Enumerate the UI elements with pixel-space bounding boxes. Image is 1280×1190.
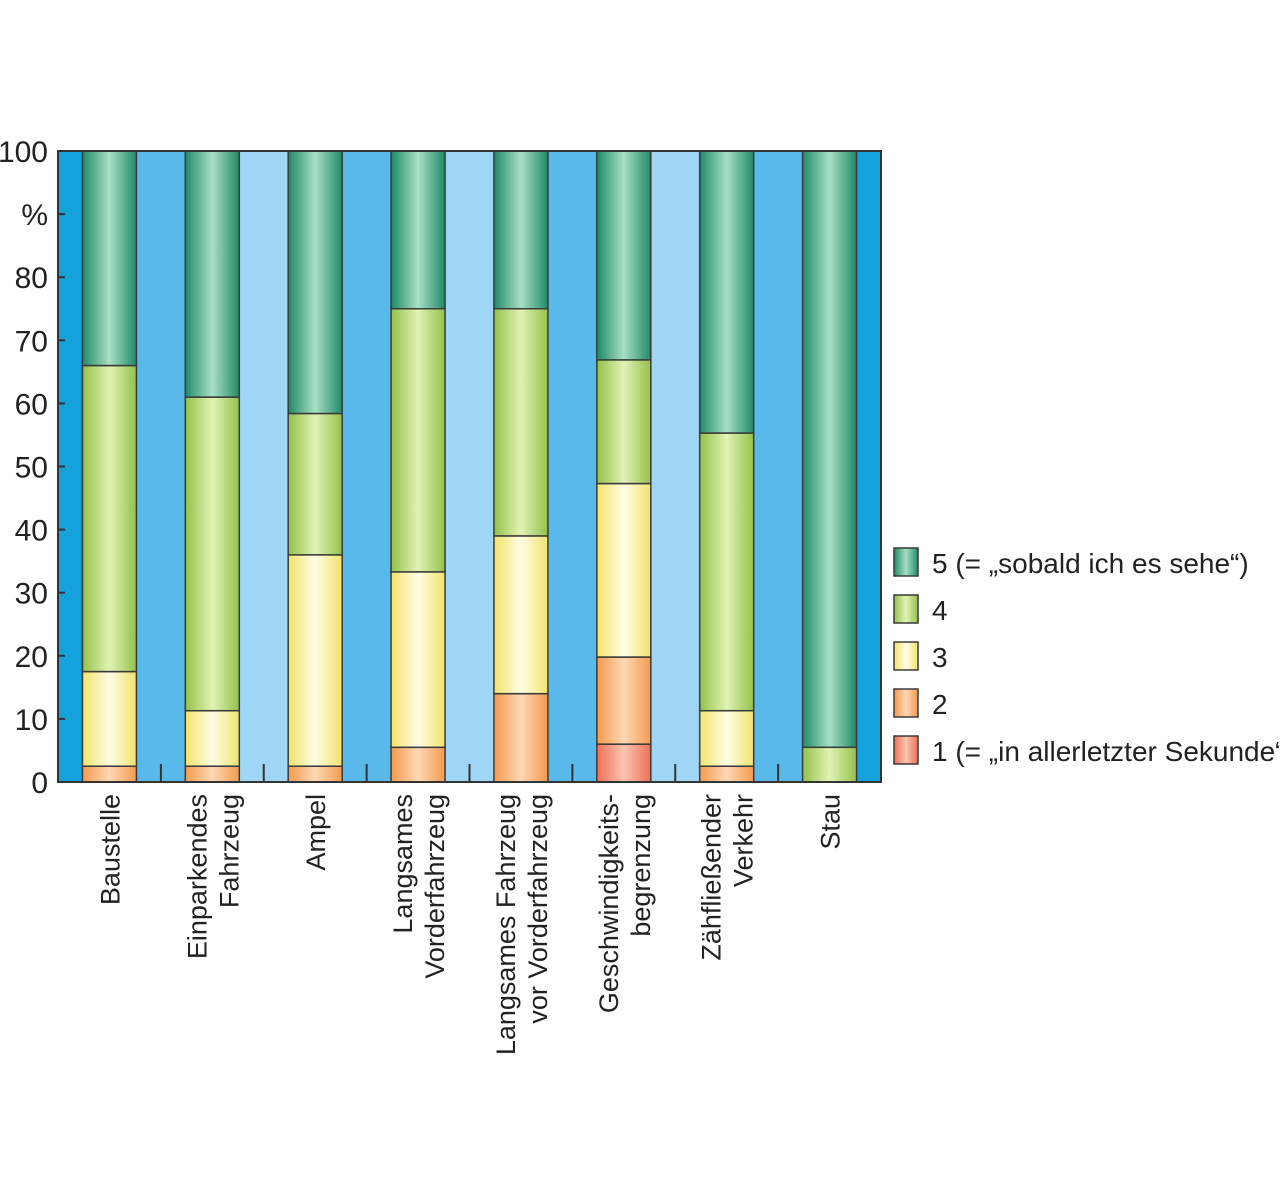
bar-segment — [81, 364, 138, 673]
legend-label: 2 — [932, 689, 948, 720]
legend-swatch — [893, 735, 919, 765]
bar-segment — [493, 535, 549, 695]
y-tick-label: 70 — [15, 325, 48, 358]
y-tick-label: 10 — [15, 704, 48, 737]
category-label: Langsames Vorderfahrzeug — [388, 794, 450, 979]
legend: 5 (= „sobald ich es sehe“) 4 3 2 1 (= „in al… — [893, 547, 1280, 767]
bar-segment — [81, 150, 138, 367]
bar-segment — [390, 746, 446, 783]
bar-segment — [596, 656, 652, 745]
bar-segment — [184, 396, 241, 712]
bar-segment — [801, 746, 858, 783]
bar-segment — [184, 765, 241, 783]
bar-segment — [493, 308, 549, 537]
category-label-line: Langsames Fahrzeug — [491, 794, 521, 1055]
bar-segment — [698, 432, 755, 712]
y-tick-label: 20 — [15, 641, 48, 674]
y-tick-label: 40 — [15, 515, 48, 548]
bar-segment — [184, 150, 241, 398]
y-tick-label: 30 — [15, 578, 48, 611]
bar-segment — [801, 150, 858, 749]
category-label: Geschwindigkeits-begrenzung — [594, 794, 656, 1013]
legend-swatch — [893, 688, 919, 718]
category-label: Langsames Fahrzeug vor Vorderfahrzeug — [491, 794, 553, 1055]
bar-segment — [698, 150, 755, 434]
category-label-line: Fahrzeug — [214, 794, 244, 908]
y-tick-label: 50 — [15, 452, 48, 485]
category-label-line: Langsames — [388, 794, 418, 934]
y-axis-unit-label: % — [21, 199, 48, 232]
bar-segment — [287, 765, 343, 783]
plot-background — [58, 151, 881, 782]
category-label-line: Geschwindigkeits- — [594, 794, 624, 1013]
bar-segment — [596, 482, 652, 658]
legend-label: 5 (= „sobald ich es sehe“) — [932, 548, 1249, 579]
legend-swatch — [893, 547, 919, 577]
bar-segment — [390, 571, 446, 749]
bar-segment — [493, 150, 549, 310]
bars-layer — [81, 150, 858, 783]
bar-segment — [596, 150, 652, 361]
category-label-line: Einparkendes — [182, 794, 212, 959]
category-label: Zähfließender Verkehr — [697, 794, 759, 961]
bar-segment — [596, 359, 652, 485]
category-label-line: Ampel — [301, 794, 331, 871]
category-label-line: Verkehr — [729, 794, 759, 887]
bar-segment — [287, 412, 343, 556]
bar-segment — [698, 709, 755, 767]
bar-segment — [81, 765, 138, 783]
category-label: Stau — [816, 794, 846, 850]
legend-swatch — [893, 594, 919, 624]
x-category-labels: Baustelle Einparkendes Fahrzeug Ampel Langsa… — [95, 794, 845, 1055]
category-label-line: Baustelle — [95, 794, 125, 905]
bar-segment — [390, 308, 446, 573]
bar-segment — [390, 150, 446, 310]
category-label-line: Zähfließender — [697, 794, 727, 961]
bar-segment — [81, 670, 138, 767]
bar-segment — [596, 743, 652, 783]
y-tick-labels: 0 10 20 30 40 50 60 70 80 100 — [0, 136, 48, 800]
bar-segment — [184, 709, 241, 767]
y-tick-label: 80 — [15, 262, 48, 295]
category-label: Einparkendes Fahrzeug — [182, 794, 244, 959]
legend-label: 4 — [932, 595, 948, 626]
y-tick-label: 100 — [0, 136, 48, 169]
axes-layer — [57, 150, 882, 783]
y-tick-label: 0 — [31, 767, 48, 800]
category-label: Ampel — [301, 794, 331, 871]
bar-segment — [493, 692, 549, 783]
category-label-line: vor Vorderfahrzeug — [523, 794, 553, 1024]
category-label-line: Stau — [816, 794, 846, 850]
bar-segment — [287, 554, 343, 767]
category-label-line: begrenzung — [626, 794, 656, 937]
bar-segment — [698, 765, 755, 783]
legend-label: 3 — [932, 642, 948, 673]
category-label: Baustelle — [95, 794, 125, 905]
category-label-line: Vorderfahrzeug — [420, 794, 450, 979]
y-tick-label: 60 — [15, 388, 48, 421]
legend-swatch — [893, 641, 919, 671]
legend-label: 1 (= „in allerletzter Sekunde“) — [932, 736, 1280, 767]
bar-segment — [287, 150, 343, 415]
